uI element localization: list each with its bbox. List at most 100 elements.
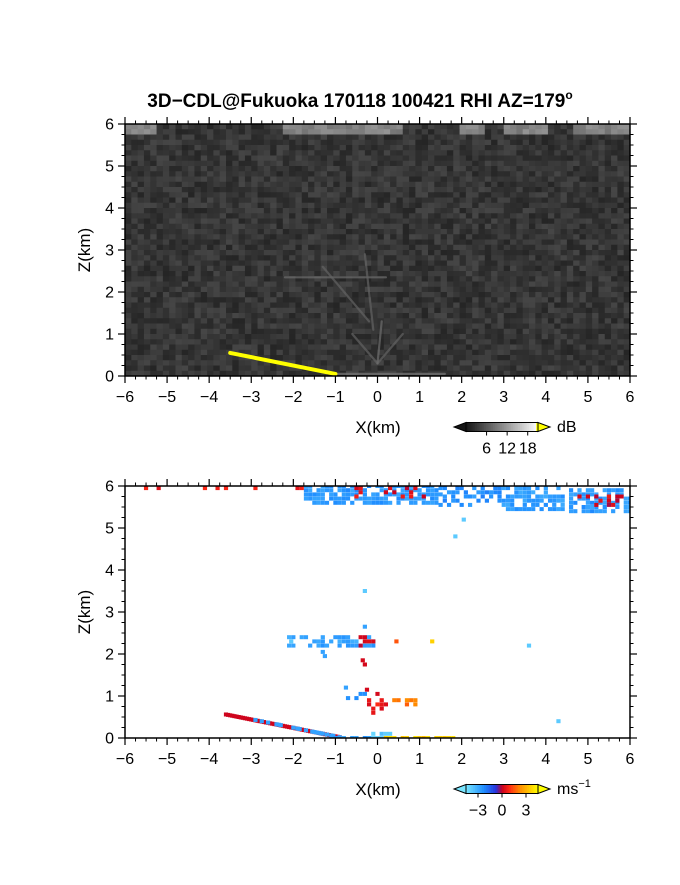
snr-cell	[131, 160, 139, 167]
snr-cell	[415, 124, 423, 130]
snr-cell	[364, 208, 372, 214]
snr-cell	[554, 213, 561, 219]
snr-cell	[308, 339, 315, 345]
snr-cell	[409, 271, 416, 277]
snr-cell	[484, 181, 492, 188]
snr-cell	[396, 339, 404, 345]
snr-cell	[522, 208, 530, 214]
snr-cell	[226, 239, 233, 246]
snr-cell	[547, 260, 555, 267]
snr-cell	[244, 281, 252, 288]
snr-cell	[560, 307, 568, 314]
snr-cell	[175, 124, 183, 130]
snr-cell	[428, 302, 435, 309]
snr-cell	[440, 166, 448, 172]
velocity-y-axis-label: Z(km)	[75, 590, 94, 634]
snr-cell	[175, 286, 183, 293]
y-tick-label: 6	[105, 117, 114, 134]
snr-cell	[156, 244, 164, 251]
snr-cell	[484, 155, 492, 162]
snr-cell	[535, 313, 543, 319]
snr-cell	[371, 239, 378, 246]
snr-cell	[226, 276, 233, 282]
snr-cell	[289, 334, 296, 340]
snr-cell	[377, 281, 385, 288]
snr-cell	[446, 318, 454, 324]
snr-cell	[402, 187, 410, 193]
snr-cell	[358, 234, 366, 240]
snr-cell	[453, 313, 460, 319]
snr-cell	[560, 187, 568, 193]
snr-cell	[566, 234, 574, 240]
snr-cell	[566, 355, 574, 361]
snr-cell	[169, 234, 176, 240]
snr-cell	[339, 208, 347, 214]
snr-cell	[453, 166, 460, 172]
snr-cell	[162, 244, 170, 251]
snr-cell	[194, 349, 202, 356]
velocity-colorbar-segment	[523, 784, 526, 794]
snr-cell	[207, 250, 214, 256]
snr-cell	[226, 218, 233, 225]
snr-cell	[623, 145, 630, 151]
velocity-point	[547, 494, 553, 499]
snr-cell	[434, 202, 442, 209]
snr-cell	[358, 181, 366, 188]
snr-cell	[579, 229, 587, 235]
velocity-point	[329, 492, 334, 497]
snr-cell	[604, 297, 612, 303]
velocity-point	[312, 500, 317, 505]
velocity-point	[324, 500, 330, 505]
velocity-point	[497, 498, 502, 503]
snr-cell	[478, 239, 486, 246]
snr-cell	[213, 365, 221, 372]
snr-cell	[434, 281, 442, 288]
velocity-point	[299, 635, 304, 640]
velocity-point	[301, 728, 306, 733]
snr-cell	[547, 145, 555, 151]
snr-cell	[623, 323, 630, 330]
snr-cell	[623, 223, 630, 230]
snr-cell	[238, 271, 246, 277]
snr-cell	[320, 213, 328, 219]
snr-cell	[592, 365, 599, 372]
snr-cell	[188, 344, 195, 351]
snr-cell	[282, 239, 290, 246]
snr-cell	[175, 339, 183, 345]
velocity-point	[594, 496, 599, 501]
snr-cell	[339, 318, 347, 324]
snr-cell	[522, 323, 530, 330]
snr-cell	[143, 271, 151, 277]
snr-cell	[453, 239, 460, 246]
snr-cell	[402, 134, 410, 141]
snr-cell	[131, 229, 139, 235]
snr-cell	[560, 139, 568, 146]
snr-cell	[541, 313, 549, 319]
snr-cell	[579, 244, 587, 251]
snr-cell	[270, 339, 277, 345]
snr-cell	[156, 360, 164, 366]
snr-cell	[453, 323, 460, 330]
snr-cell	[251, 134, 258, 141]
snr-cell	[137, 255, 145, 261]
snr-cell	[150, 124, 157, 130]
snr-cell	[282, 229, 290, 235]
velocity-plot-frame	[124, 485, 631, 739]
snr-cell	[244, 192, 252, 198]
snr-cell	[402, 229, 410, 235]
snr-cell	[226, 250, 233, 256]
velocity-point	[299, 727, 304, 732]
snr-cell	[232, 271, 240, 277]
snr-cell	[453, 176, 460, 183]
snr-cell	[244, 234, 252, 240]
snr-cell	[232, 124, 240, 130]
snr-cell	[484, 286, 492, 293]
snr-cell	[301, 208, 309, 214]
snr-cell	[579, 192, 587, 198]
snr-cell	[617, 202, 625, 209]
snr-cell	[219, 139, 227, 146]
snr-cell	[478, 134, 486, 141]
snr-cell	[371, 229, 378, 235]
snr-cell	[459, 339, 467, 345]
snr-cell	[428, 223, 435, 230]
